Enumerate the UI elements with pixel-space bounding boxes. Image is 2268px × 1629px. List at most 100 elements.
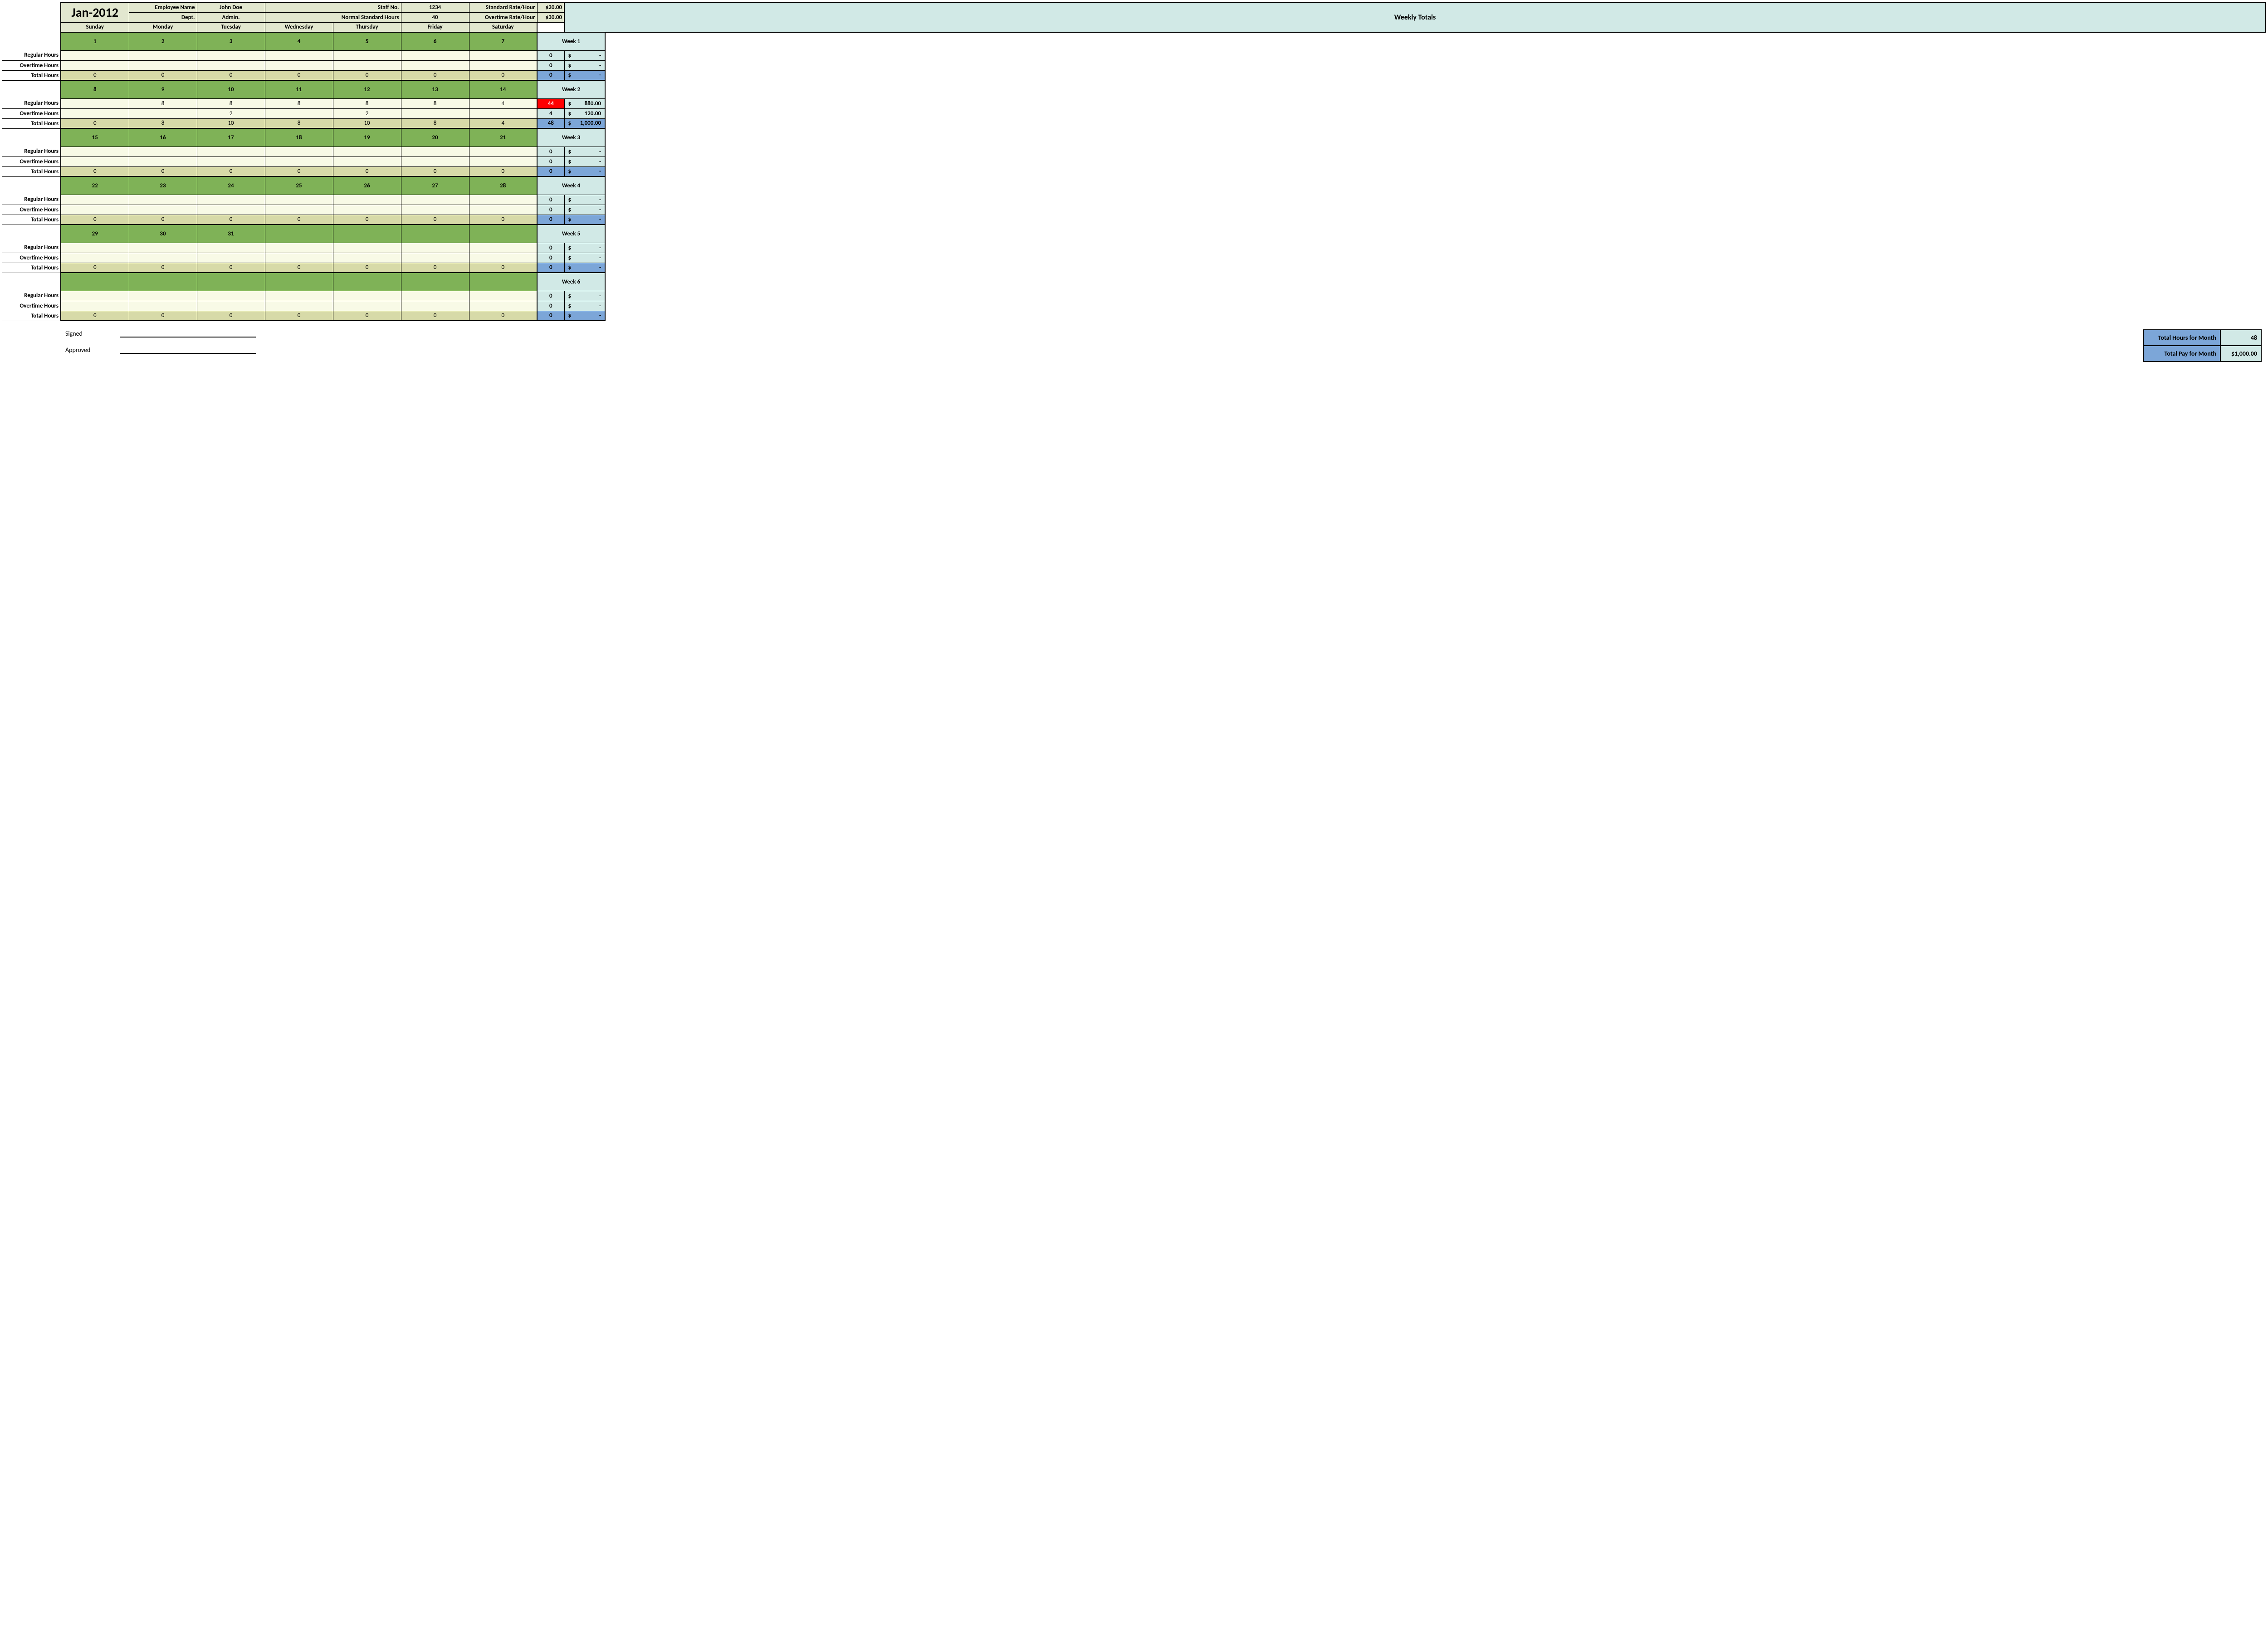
regular-hours-cell[interactable]: 8	[197, 98, 265, 108]
regular-hours-cell[interactable]	[129, 147, 197, 157]
regular-hours-cell[interactable]	[61, 147, 129, 157]
regular-hours-cell[interactable]	[61, 50, 129, 60]
overtime-hours-cell[interactable]	[333, 205, 401, 215]
regular-hours-cell[interactable]	[129, 195, 197, 205]
regular-hours-cell[interactable]	[469, 147, 537, 157]
regular-hours-cell[interactable]	[129, 291, 197, 301]
overtime-hours-cell[interactable]	[469, 205, 537, 215]
staff-no-value[interactable]: 1234	[401, 2, 469, 12]
regular-hours-cell[interactable]	[197, 50, 265, 60]
overtime-hours-cell[interactable]	[61, 253, 129, 263]
regular-hours-cell[interactable]	[469, 195, 537, 205]
regular-hours-cell[interactable]	[265, 50, 333, 60]
overtime-hours-cell[interactable]	[61, 60, 129, 70]
regular-hours-cell[interactable]	[265, 291, 333, 301]
overtime-hours-cell[interactable]	[469, 301, 537, 311]
overtime-hours-cell[interactable]	[401, 108, 469, 118]
emp-name-value[interactable]: John Doe	[197, 2, 265, 12]
overtime-hours-cell[interactable]	[333, 301, 401, 311]
overtime-hours-cell[interactable]	[61, 205, 129, 215]
overtime-hours-cell[interactable]	[61, 301, 129, 311]
overtime-hours-cell[interactable]	[197, 157, 265, 166]
regular-hours-cell[interactable]	[197, 195, 265, 205]
overtime-hours-cell[interactable]: 2	[333, 108, 401, 118]
overtime-hours-cell[interactable]	[197, 301, 265, 311]
overtime-hours-cell[interactable]	[265, 108, 333, 118]
overtime-hours-cell[interactable]	[401, 60, 469, 70]
regular-hours-cell[interactable]	[333, 243, 401, 253]
norm-hours-value[interactable]: 40	[401, 12, 469, 22]
date-cell: 27	[401, 176, 469, 195]
overtime-hours-cell[interactable]	[197, 253, 265, 263]
regular-hours-cell[interactable]	[61, 291, 129, 301]
std-rate-value[interactable]: $20.00	[537, 2, 564, 12]
regular-hours-cell[interactable]	[469, 291, 537, 301]
regular-hours-cell[interactable]: 8	[129, 98, 197, 108]
ot-rate-value[interactable]: $30.00	[537, 12, 564, 22]
regular-hours-cell[interactable]	[265, 243, 333, 253]
overtime-hours-cell[interactable]	[129, 60, 197, 70]
regular-hours-cell[interactable]	[61, 243, 129, 253]
regular-hours-cell[interactable]	[401, 243, 469, 253]
regular-hours-cell[interactable]	[197, 291, 265, 301]
overtime-hours-label: Overtime Hours	[2, 60, 61, 70]
regular-hours-cell[interactable]	[129, 50, 197, 60]
overtime-hours-cell[interactable]	[469, 60, 537, 70]
overtime-hours-cell[interactable]	[129, 108, 197, 118]
wt-reg-hours: 44	[537, 98, 564, 108]
regular-hours-cell[interactable]	[197, 243, 265, 253]
regular-hours-cell[interactable]	[401, 195, 469, 205]
regular-hours-cell[interactable]: 8	[401, 98, 469, 108]
regular-hours-cell[interactable]: 4	[469, 98, 537, 108]
overtime-hours-cell[interactable]	[469, 108, 537, 118]
regular-hours-cell[interactable]	[265, 195, 333, 205]
overtime-hours-cell[interactable]	[265, 301, 333, 311]
overtime-hours-cell[interactable]	[333, 60, 401, 70]
overtime-hours-cell[interactable]	[469, 253, 537, 263]
overtime-hours-cell[interactable]	[469, 157, 537, 166]
overtime-hours-cell[interactable]	[265, 253, 333, 263]
approved-line[interactable]	[120, 346, 256, 354]
regular-hours-cell[interactable]	[401, 147, 469, 157]
overtime-hours-cell[interactable]	[265, 157, 333, 166]
overtime-hours-cell[interactable]	[129, 157, 197, 166]
overtime-hours-cell[interactable]	[333, 253, 401, 263]
overtime-hours-cell[interactable]	[129, 205, 197, 215]
regular-hours-cell[interactable]	[401, 291, 469, 301]
overtime-hours-cell[interactable]	[197, 205, 265, 215]
signed-line[interactable]	[120, 329, 256, 338]
regular-hours-cell[interactable]	[333, 291, 401, 301]
regular-hours-cell[interactable]	[333, 195, 401, 205]
date-cell: 13	[401, 80, 469, 98]
regular-hours-cell[interactable]	[197, 147, 265, 157]
overtime-hours-cell[interactable]	[61, 157, 129, 166]
overtime-hours-cell[interactable]	[401, 301, 469, 311]
overtime-hours-cell[interactable]	[61, 108, 129, 118]
regular-hours-cell[interactable]	[61, 195, 129, 205]
overtime-hours-cell[interactable]	[197, 60, 265, 70]
regular-hours-cell[interactable]	[61, 98, 129, 108]
regular-hours-cell[interactable]	[129, 243, 197, 253]
date-cell: 17	[197, 128, 265, 147]
regular-hours-cell[interactable]: 8	[333, 98, 401, 108]
regular-hours-cell[interactable]	[333, 50, 401, 60]
regular-hours-cell[interactable]	[469, 243, 537, 253]
overtime-hours-cell[interactable]	[265, 205, 333, 215]
wt-ot-pay: $-	[564, 205, 605, 215]
regular-hours-cell[interactable]	[333, 147, 401, 157]
overtime-hours-cell[interactable]	[333, 157, 401, 166]
total-hours-label: Total Hours	[2, 166, 61, 176]
overtime-hours-cell[interactable]	[129, 301, 197, 311]
overtime-hours-cell[interactable]	[401, 253, 469, 263]
overtime-hours-cell[interactable]	[129, 253, 197, 263]
overtime-hours-cell[interactable]: 2	[197, 108, 265, 118]
regular-hours-cell[interactable]: 8	[265, 98, 333, 108]
overtime-hours-cell[interactable]	[265, 60, 333, 70]
dept-value[interactable]: Admin.	[197, 12, 265, 22]
overtime-hours-cell[interactable]	[401, 157, 469, 166]
regular-hours-cell[interactable]	[401, 50, 469, 60]
total-hours-cell: 10	[333, 118, 401, 128]
overtime-hours-cell[interactable]	[401, 205, 469, 215]
regular-hours-cell[interactable]	[265, 147, 333, 157]
regular-hours-cell[interactable]	[469, 50, 537, 60]
